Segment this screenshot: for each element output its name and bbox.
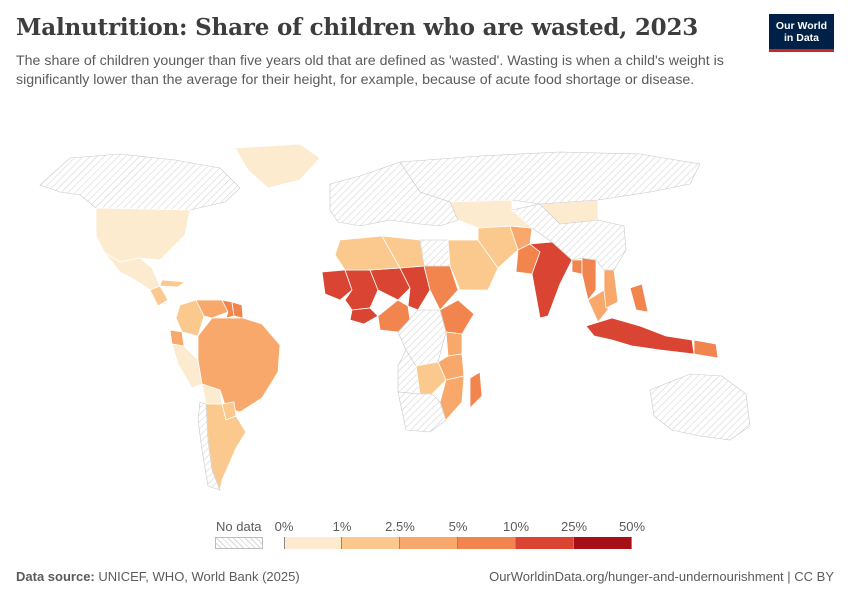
country-indonesia[interactable]: Indonesia [585,317,695,355]
legend-tick-label: 2.5% [385,519,415,534]
country-mozambique[interactable]: Mozambique [439,375,465,421]
country-papua-new-guinea[interactable]: Papua New Guinea [693,339,719,359]
country-vietnam[interactable]: Vietnam [603,269,619,309]
legend-bin[interactable] [400,537,458,549]
country-madagascar[interactable]: Madagascar [469,371,483,409]
country-greenland[interactable]: Greenland [234,143,321,189]
country-chile[interactable]: Chile [197,401,221,491]
legend-tick-label: 1% [332,519,352,534]
country-thailand[interactable]: Thailand [587,289,609,323]
country-canada[interactable]: Canada [39,153,241,211]
country-australia[interactable]: Australia [649,373,751,441]
country-zambia[interactable]: Zambia [415,361,447,395]
country-ecuador[interactable]: Ecuador [169,329,185,347]
legend-bin[interactable] [516,537,574,549]
country-united-states[interactable]: United States [95,207,191,263]
world-map[interactable]: CanadaUnited StatesMexicoGreenlandCubaGu… [0,140,850,500]
legend-bin[interactable] [458,537,516,549]
data-source: Data source: UNICEF, WHO, World Bank (20… [16,569,300,584]
chart-title: Malnutrition: Share of children who are … [16,14,699,41]
source-url[interactable]: OurWorldinData.org/hunger-and-undernouri… [489,569,834,584]
country-europe[interactable]: Europe [329,161,459,227]
legend-no-data-swatch[interactable] [215,537,263,549]
country-kazakhstan[interactable]: Kazakhstan [449,199,534,229]
country-bangladesh[interactable]: Bangladesh [571,259,583,275]
chart-subtitle: The share of children younger than five … [16,53,724,88]
owid-logo[interactable]: Our World in Data [769,14,834,52]
country-burkina-faso[interactable]: Burkina Faso [349,307,379,325]
country-philippines[interactable]: Philippines [629,283,649,313]
map-regions: CanadaUnited StatesMexicoGreenlandCubaGu… [39,143,751,492]
country-south-africa[interactable]: South Africa [397,391,447,433]
legend-bin[interactable] [284,537,342,549]
country-guatemala[interactable]: Guatemala [149,285,169,307]
country-suriname[interactable]: Suriname [231,301,244,319]
data-source-text[interactable]: UNICEF, WHO, World Bank (2025) [94,569,300,584]
country-russia[interactable]: Russia [399,151,701,205]
country-myanmar[interactable]: Myanmar [581,257,597,301]
legend-no-data-label: No data [216,519,262,534]
country-guyana[interactable]: Guyana [221,299,235,319]
map-legend: No data 0% 1% 2.5% 5% 10% 25% 50% [200,515,660,555]
logo-line-1: Our World [775,19,828,32]
logo-text: Our World in Data [772,20,832,44]
legend-tick-label: 10% [502,519,530,534]
legend-tick-label: 25% [560,519,588,534]
country-cuba[interactable]: Cuba [159,279,187,288]
legend-tick-label: 5% [448,519,468,534]
country-mauritania[interactable]: Mauritania [321,269,353,301]
country-china[interactable]: China [511,203,627,271]
logo-line-2: in Data [783,31,819,44]
data-source-label: Data source: [16,569,95,584]
legend-tick-label: 0% [274,519,294,534]
legend-bin[interactable] [342,537,400,549]
legend-bin[interactable] [574,537,632,549]
country-kenya[interactable]: Kenya [445,331,463,357]
legend-tick-label: 50% [618,519,646,534]
country-peru[interactable]: Peru [171,343,203,389]
country-venezuela[interactable]: Venezuela [195,299,229,319]
country-egypt[interactable]: Egypt [419,239,451,267]
